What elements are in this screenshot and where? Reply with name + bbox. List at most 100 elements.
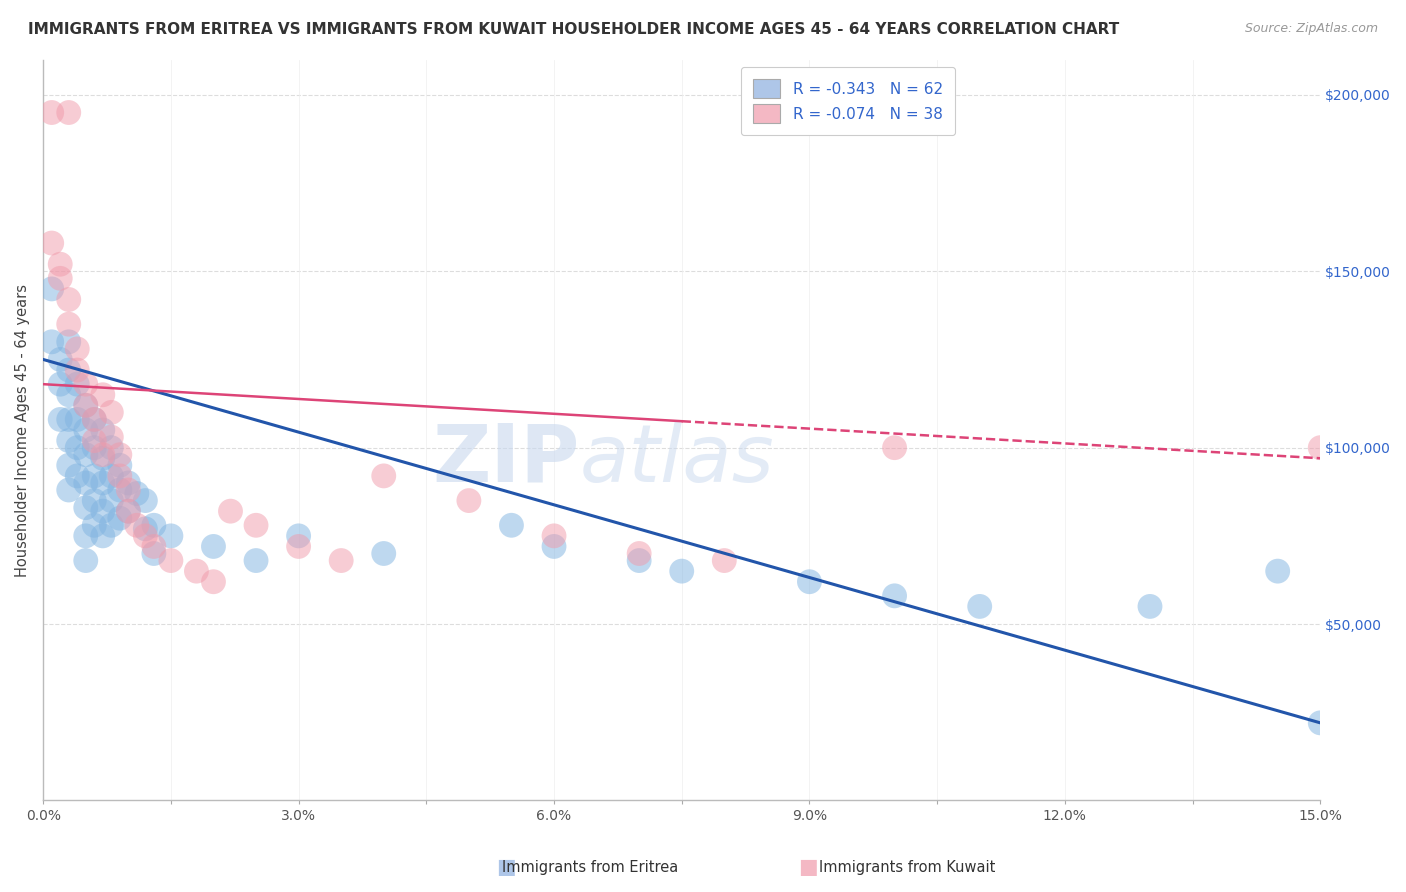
Point xyxy=(41,282,63,296)
Point xyxy=(58,334,80,349)
Point xyxy=(245,553,267,567)
Point xyxy=(41,334,63,349)
Text: ■: ■ xyxy=(799,857,818,877)
Point xyxy=(49,271,72,285)
Point xyxy=(125,518,148,533)
Point xyxy=(83,518,105,533)
Point xyxy=(100,493,122,508)
Text: Immigrants from Eritrea: Immigrants from Eritrea xyxy=(502,860,679,874)
Point xyxy=(75,398,97,412)
Point xyxy=(134,529,156,543)
Point xyxy=(543,529,565,543)
Point xyxy=(100,441,122,455)
Point xyxy=(91,475,114,490)
Point xyxy=(373,547,395,561)
Point xyxy=(58,458,80,473)
Point xyxy=(91,451,114,466)
Point xyxy=(219,504,242,518)
Point xyxy=(91,423,114,437)
Point xyxy=(58,363,80,377)
Point xyxy=(66,363,89,377)
Point xyxy=(1139,599,1161,614)
Point xyxy=(883,589,905,603)
Point xyxy=(142,540,165,554)
Point xyxy=(58,105,80,120)
Point xyxy=(160,553,183,567)
Point xyxy=(58,483,80,497)
Point xyxy=(287,540,309,554)
Point xyxy=(287,529,309,543)
Point xyxy=(134,522,156,536)
Point xyxy=(186,564,208,578)
Point xyxy=(91,529,114,543)
Y-axis label: Householder Income Ages 45 - 64 years: Householder Income Ages 45 - 64 years xyxy=(15,284,30,576)
Point xyxy=(142,547,165,561)
Point xyxy=(83,412,105,426)
Point xyxy=(1309,715,1331,730)
Point xyxy=(245,518,267,533)
Point xyxy=(75,553,97,567)
Point xyxy=(1309,441,1331,455)
Point xyxy=(142,518,165,533)
Point xyxy=(108,483,131,497)
Text: ■: ■ xyxy=(496,857,516,877)
Point xyxy=(41,235,63,250)
Point xyxy=(66,469,89,483)
Point xyxy=(58,434,80,448)
Text: Source: ZipAtlas.com: Source: ZipAtlas.com xyxy=(1244,22,1378,36)
Point xyxy=(75,475,97,490)
Point xyxy=(202,574,225,589)
Text: IMMIGRANTS FROM ERITREA VS IMMIGRANTS FROM KUWAIT HOUSEHOLDER INCOME AGES 45 - 6: IMMIGRANTS FROM ERITREA VS IMMIGRANTS FR… xyxy=(28,22,1119,37)
Point xyxy=(969,599,991,614)
Point xyxy=(100,430,122,444)
Point xyxy=(100,405,122,419)
Point xyxy=(49,412,72,426)
Point xyxy=(49,257,72,271)
Point xyxy=(117,483,139,497)
Point xyxy=(100,469,122,483)
Point xyxy=(58,317,80,331)
Point xyxy=(91,448,114,462)
Point xyxy=(628,547,651,561)
Point xyxy=(108,511,131,525)
Point xyxy=(58,412,80,426)
Point xyxy=(117,475,139,490)
Point xyxy=(83,469,105,483)
Point xyxy=(75,423,97,437)
Point xyxy=(100,518,122,533)
Point xyxy=(75,448,97,462)
Point xyxy=(457,493,479,508)
Point xyxy=(83,441,105,455)
Point xyxy=(628,553,651,567)
Point xyxy=(134,493,156,508)
Point xyxy=(501,518,523,533)
Point xyxy=(160,529,183,543)
Point xyxy=(202,540,225,554)
Point xyxy=(91,504,114,518)
Point xyxy=(1267,564,1289,578)
Point xyxy=(108,458,131,473)
Point xyxy=(543,540,565,554)
Point xyxy=(91,388,114,402)
Point xyxy=(83,412,105,426)
Point xyxy=(75,398,97,412)
Point xyxy=(75,529,97,543)
Point xyxy=(75,377,97,392)
Point xyxy=(373,469,395,483)
Point xyxy=(713,553,735,567)
Point xyxy=(66,377,89,392)
Point xyxy=(66,412,89,426)
Point xyxy=(49,377,72,392)
Point xyxy=(58,388,80,402)
Text: Immigrants from Kuwait: Immigrants from Kuwait xyxy=(818,860,995,874)
Point xyxy=(75,500,97,515)
Point xyxy=(125,486,148,500)
Point xyxy=(117,504,139,518)
Point xyxy=(66,342,89,356)
Text: ZIP: ZIP xyxy=(432,421,579,499)
Legend: R = -0.343   N = 62, R = -0.074   N = 38: R = -0.343 N = 62, R = -0.074 N = 38 xyxy=(741,67,955,135)
Point xyxy=(41,105,63,120)
Point xyxy=(671,564,693,578)
Point xyxy=(330,553,353,567)
Point xyxy=(49,352,72,367)
